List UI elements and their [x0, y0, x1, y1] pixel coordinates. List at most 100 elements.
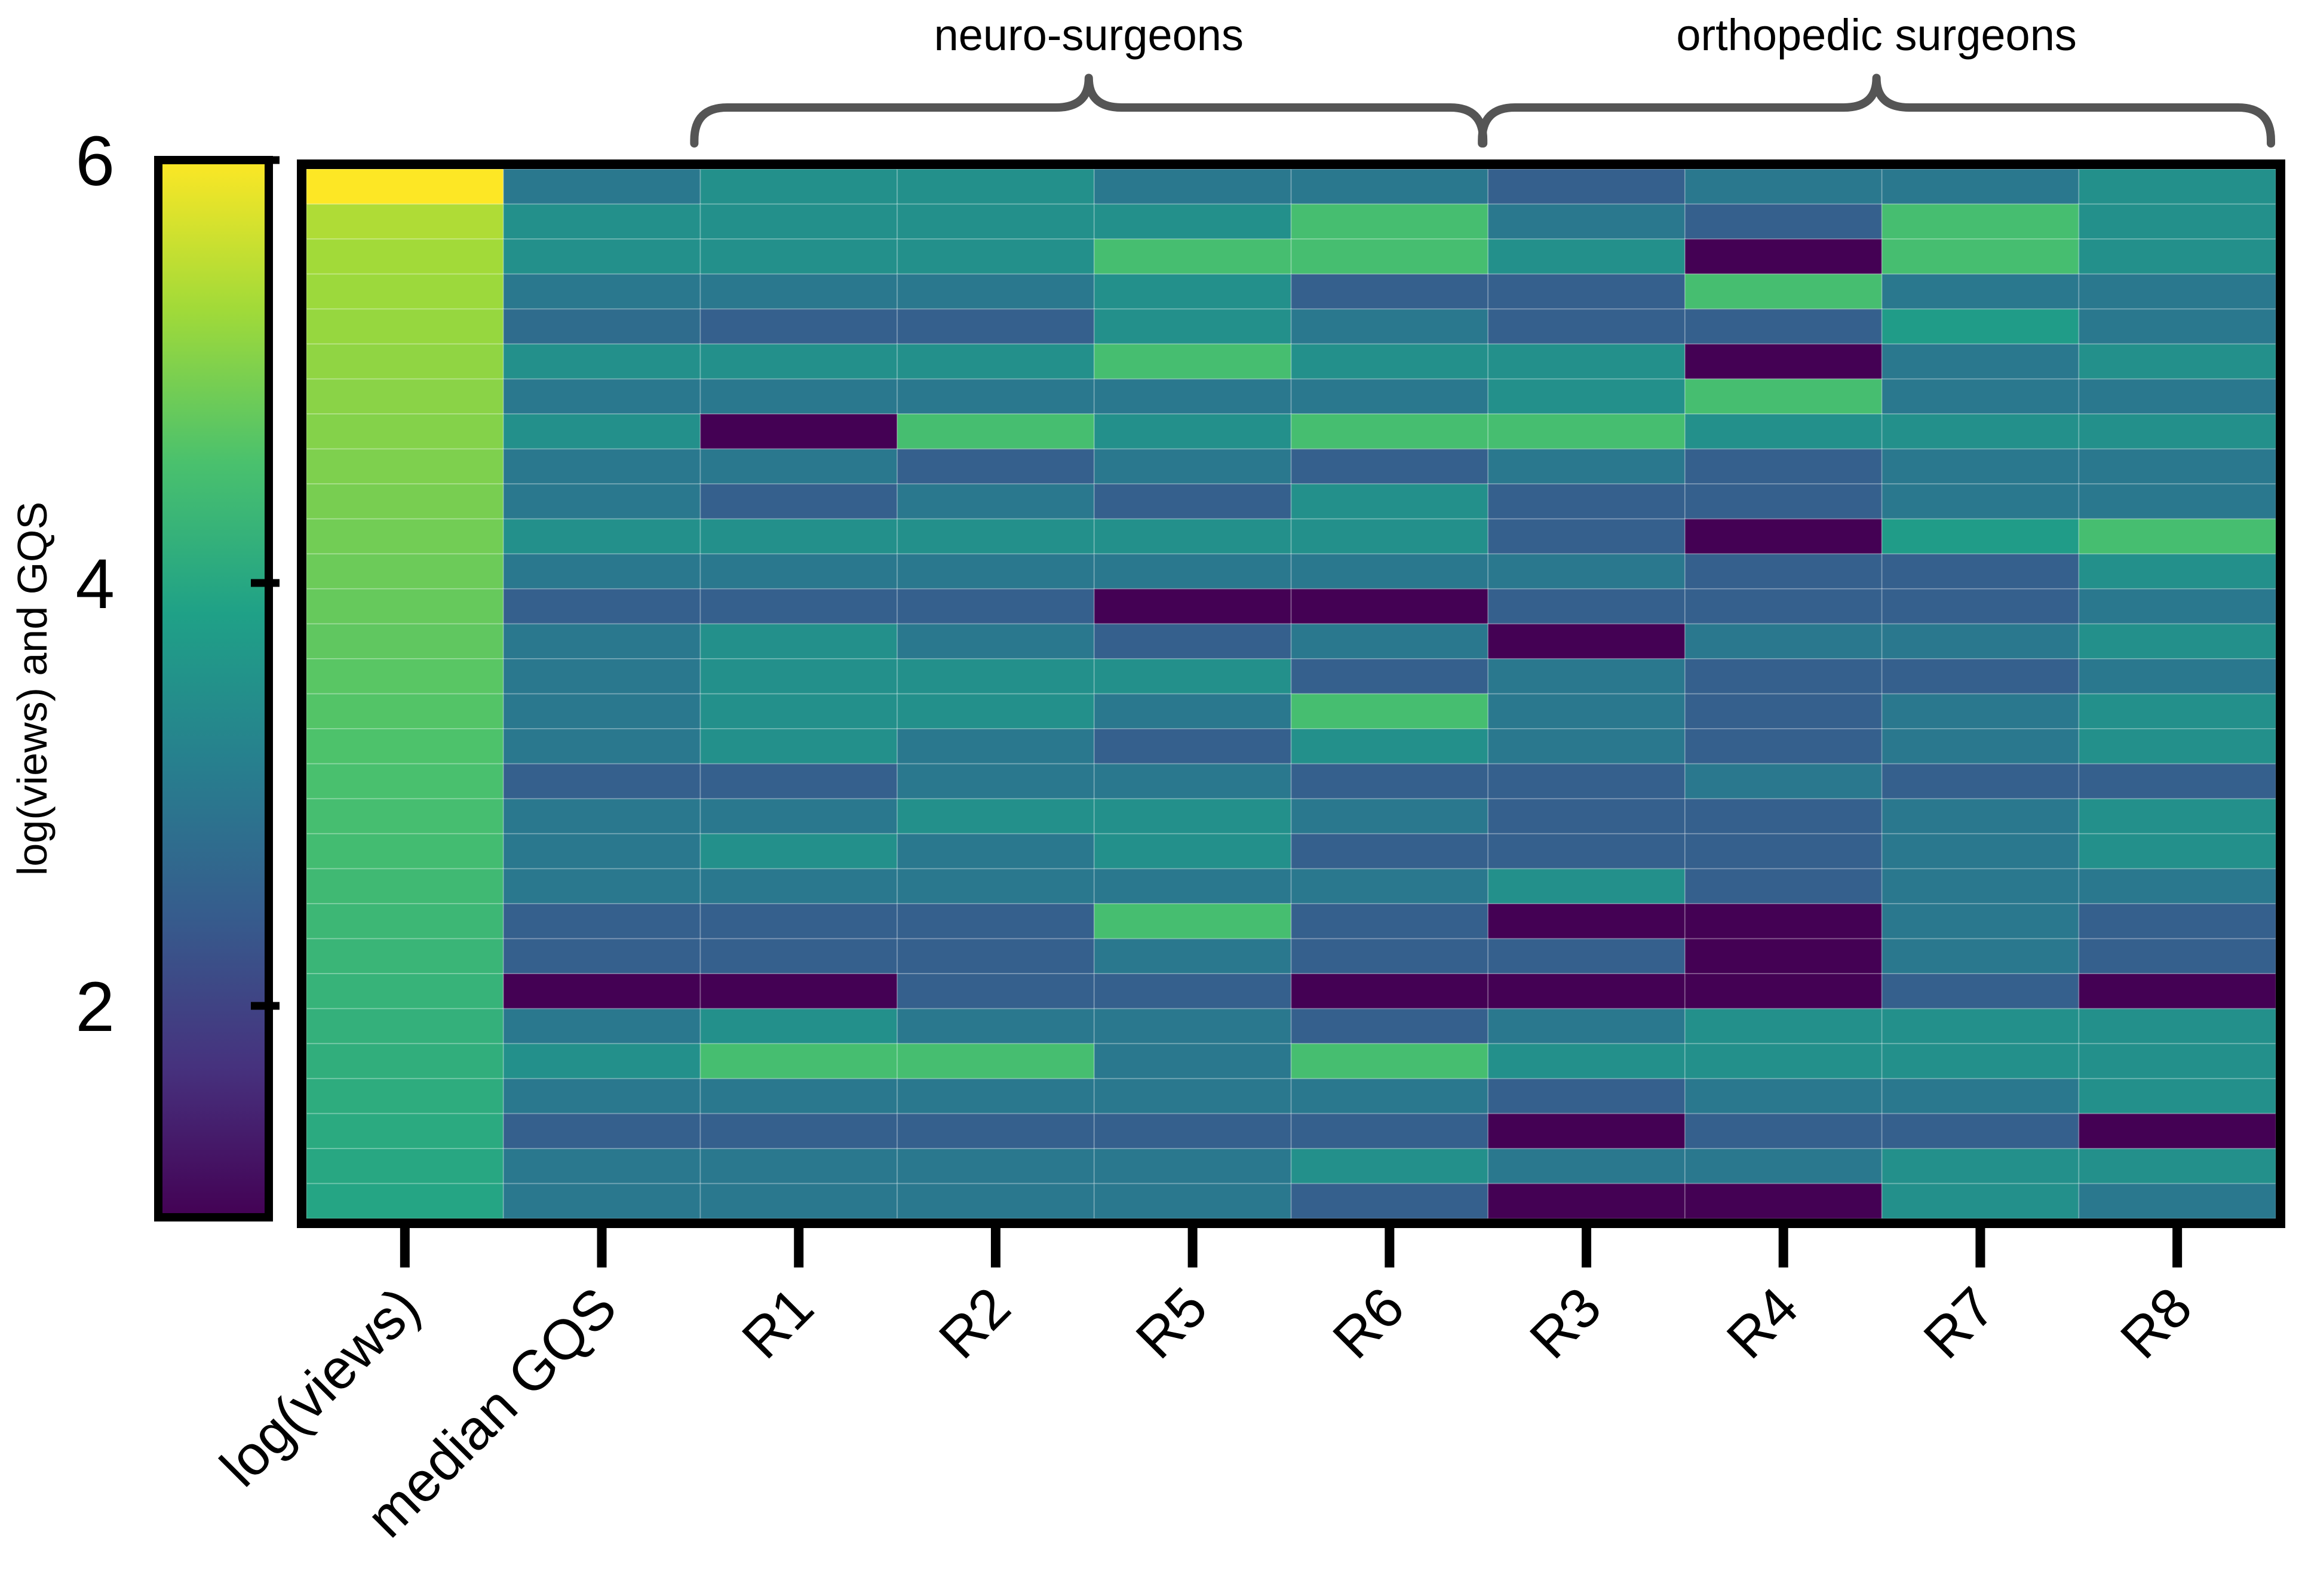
heatmap-cell [1093, 658, 1293, 695]
heatmap-cell [502, 273, 701, 310]
colorbar-title: log(views) and GQS [9, 502, 56, 876]
heatmap-cell [699, 413, 898, 450]
heatmap-cell [1881, 693, 2080, 730]
heatmap-cell [699, 693, 898, 730]
heatmap-cell [306, 868, 505, 905]
heatmap-cell [2078, 658, 2277, 695]
heatmap-cell [306, 203, 505, 240]
heatmap-cell [1290, 938, 1489, 975]
heatmap-cell [2078, 868, 2277, 905]
heatmap-cell [1684, 378, 1883, 415]
heatmap-cell [1684, 833, 1883, 870]
heatmap-cell [1093, 728, 1293, 765]
heatmap-cell [1487, 1078, 1686, 1115]
heatmap-cell [502, 588, 701, 625]
heatmap-cell [1093, 343, 1293, 380]
heatmap-cell [1093, 868, 1293, 905]
heatmap-cell [1487, 273, 1686, 310]
heatmap-cell [1684, 483, 1883, 520]
heatmap-cell [502, 413, 701, 450]
heatmap-cell [1881, 1183, 2080, 1220]
heatmap-cell [2078, 553, 2277, 590]
heatmap-cell [1290, 798, 1489, 835]
heatmap-cell [1487, 1008, 1686, 1045]
heatmap-cell [2078, 1043, 2277, 1080]
heatmap-cell [897, 483, 1095, 520]
heatmap-cell [1290, 903, 1489, 940]
heatmap-cell [699, 378, 898, 415]
heatmap-cells [306, 168, 2277, 1220]
heatmap-cell [1487, 623, 1686, 660]
heatmap-cell [1290, 413, 1489, 450]
heatmap-cell [699, 203, 898, 240]
heatmap-cell [1684, 728, 1883, 765]
heatmap-cell [1487, 728, 1686, 765]
heatmap-cell [1684, 763, 1883, 800]
heatmap-cell [1684, 518, 1883, 555]
heatmap-cell [699, 553, 898, 590]
column-label: R4 [1715, 1275, 1810, 1370]
heatmap-cell [699, 973, 898, 1010]
heatmap-cell [2078, 798, 2277, 835]
heatmap-cell [699, 448, 898, 485]
heatmap-cell [2078, 938, 2277, 975]
heatmap-cell [1290, 343, 1489, 380]
heatmap-cell [699, 938, 898, 975]
heatmap-cell [502, 168, 701, 205]
heatmap-cell [1684, 973, 1883, 1010]
heatmap-cell [306, 1078, 505, 1115]
heatmap-cell [2078, 168, 2277, 205]
heatmap-cell [1684, 1183, 1883, 1220]
heatmap-cell [1487, 763, 1686, 800]
heatmap-cell [699, 483, 898, 520]
heatmap-cell [502, 1078, 701, 1115]
column-label: R1 [730, 1275, 825, 1370]
heatmap-cell [306, 833, 505, 870]
heatmap-cell [2078, 238, 2277, 275]
heatmap-cell [306, 483, 505, 520]
heatmap-cell [502, 938, 701, 975]
heatmap-cell [897, 413, 1095, 450]
heatmap-cell [699, 308, 898, 345]
heatmap-cell [502, 1147, 701, 1184]
column-axis: log(views)median GQS R1 R2 R5 R6 R3 R4 R7 R8 [208, 1223, 2203, 1549]
heatmap-cell [502, 833, 701, 870]
heatmap-cell [306, 273, 505, 310]
heatmap-cell [897, 693, 1095, 730]
heatmap-cell [2078, 308, 2277, 345]
heatmap-cell [1290, 588, 1489, 625]
heatmap-cell [306, 1008, 505, 1045]
heatmap-cell [1487, 1147, 1686, 1184]
heatmap-cell [1290, 308, 1489, 345]
heatmap-cell [1290, 658, 1489, 695]
heatmap-cell [2078, 588, 2277, 625]
heatmap-cell [2078, 273, 2277, 310]
heatmap-frame [297, 159, 2285, 1228]
heatmap-cell [1684, 868, 1883, 905]
heatmap-cell [502, 868, 701, 905]
heatmap-cell [1487, 238, 1686, 275]
heatmap-cell [1290, 168, 1489, 205]
heatmap-cell [502, 973, 701, 1010]
colorbar-tick-label: 6 [75, 122, 115, 201]
heatmap-cell [2078, 343, 2277, 380]
heatmap-cell [1881, 833, 2080, 870]
heatmap-cell [306, 518, 505, 555]
heatmap-cell [1487, 693, 1686, 730]
heatmap-cell [2078, 833, 2277, 870]
heatmap-cell [1487, 833, 1686, 870]
heatmap-cell [2078, 1183, 2277, 1220]
heatmap-cell [1487, 483, 1686, 520]
heatmap-cell [1093, 203, 1293, 240]
heatmap-cell [1093, 1183, 1293, 1220]
heatmap-cell [1881, 238, 2080, 275]
heatmap-cell [306, 658, 505, 695]
heatmap-cell [699, 1113, 898, 1150]
column-label: R8 [2108, 1275, 2203, 1370]
heatmap-cell [1290, 623, 1489, 660]
heatmap-cell [1881, 273, 2080, 310]
heatmap-cell [306, 308, 505, 345]
column-label: R3 [1518, 1275, 1613, 1370]
heatmap-cell [1290, 763, 1489, 800]
heatmap-cell [502, 378, 701, 415]
